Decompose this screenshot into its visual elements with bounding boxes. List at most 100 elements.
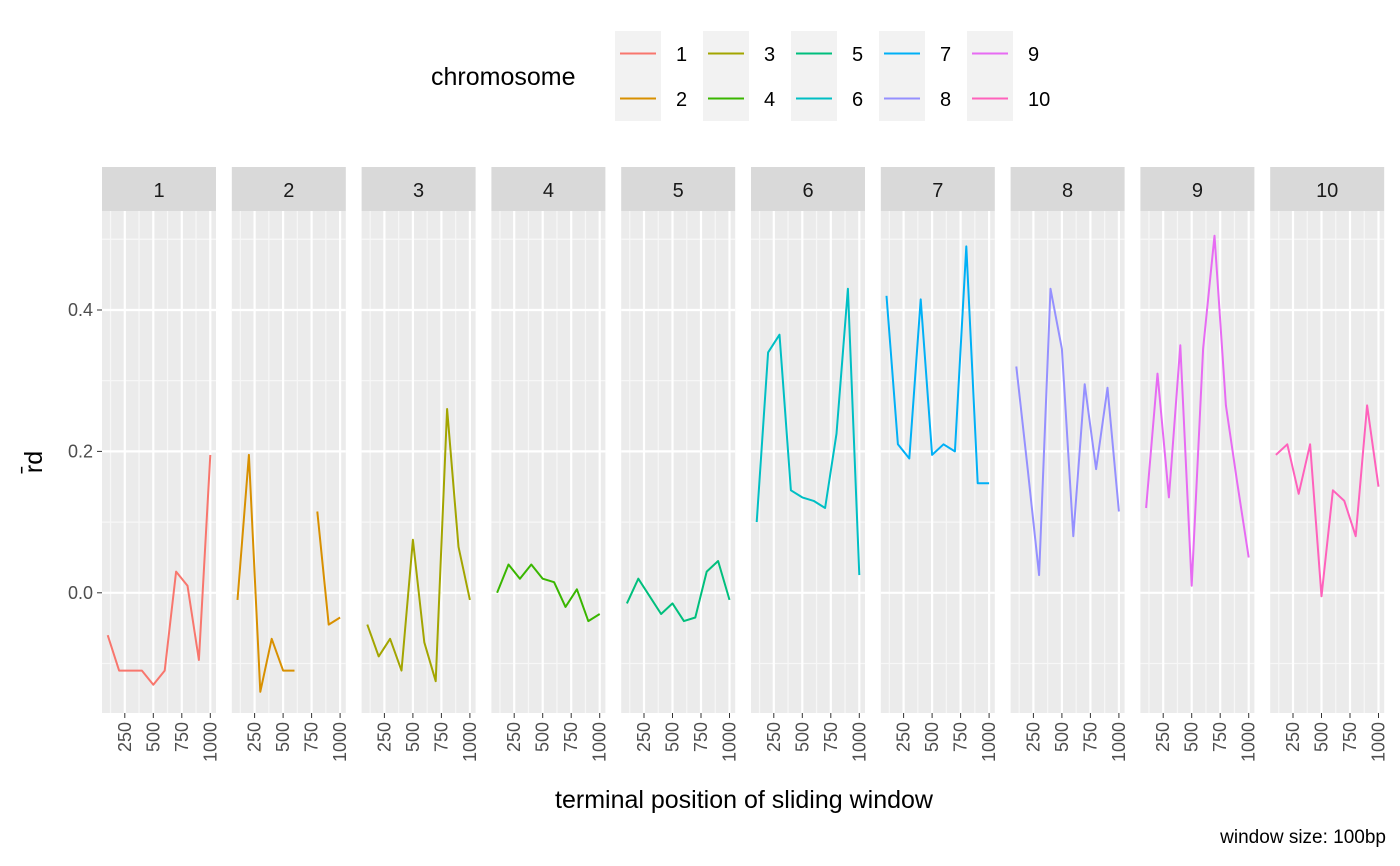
facet-strip — [621, 167, 736, 211]
x-tick-label: 250 — [374, 722, 394, 752]
x-tick-label: 250 — [764, 722, 784, 752]
facet-strip — [361, 167, 476, 211]
legend-title: chromosome — [431, 63, 576, 91]
x-tick-label: 500 — [273, 722, 293, 752]
panel-background — [751, 211, 865, 713]
series-line-7 — [885, 245, 990, 485]
facet-panel-9: 9 250 500 750 1000 — [1140, 167, 1259, 762]
panel-background — [621, 211, 736, 713]
x-tick-label: 1000 — [849, 722, 869, 762]
series-line-2 — [316, 511, 341, 626]
series-line-2 — [236, 453, 295, 693]
facet-strip-label: 7 — [932, 180, 943, 202]
x-tick-label: 750 — [1340, 722, 1360, 752]
panel-background — [1270, 211, 1385, 713]
facet-panel-4: 4 250 500 750 1000 — [491, 167, 610, 762]
facet-strip-label: 2 — [283, 180, 294, 202]
facet-panel-2: 2 250 500 750 1000 — [231, 167, 350, 762]
x-tick-label: 1000 — [330, 722, 350, 762]
series-line-1 — [106, 454, 212, 686]
y-tick-label: 0.2 — [68, 441, 93, 461]
x-tick-label: 250 — [1023, 722, 1043, 752]
facet-strip — [491, 167, 606, 211]
x-tick-label: 1000 — [1239, 722, 1259, 762]
legend-label: 9 — [1028, 44, 1039, 66]
y-tick-label: 0.4 — [68, 300, 93, 320]
x-axis-title: terminal position of sliding window — [555, 786, 934, 814]
series-line-4 — [496, 563, 601, 623]
panel-background — [361, 211, 476, 713]
facet-panel-3: 3 250 500 750 1000 — [361, 167, 480, 762]
legend-label: 4 — [764, 89, 775, 111]
x-tick-label: 500 — [143, 722, 163, 752]
x-tick-label: 500 — [1182, 722, 1202, 752]
facet-panel-5: 5 250 500 750 1000 — [621, 167, 740, 762]
legend-label: 1 — [676, 44, 687, 66]
facet-strip-label: 3 — [413, 180, 424, 202]
y-tick-label: 0.0 — [68, 583, 93, 603]
x-tick-label: 250 — [894, 722, 914, 752]
series-line-5 — [625, 560, 731, 623]
x-tick-label: 1000 — [460, 722, 480, 762]
x-tick-label: 500 — [1052, 722, 1072, 752]
facet-strip-label: 1 — [153, 180, 164, 202]
x-tick-label: 750 — [561, 722, 581, 752]
y-axis-title: r̄d — [20, 451, 48, 474]
x-tick-label: 750 — [1210, 722, 1230, 752]
x-tick-label: 750 — [302, 722, 322, 752]
facet-strip — [102, 167, 216, 211]
x-tick-label: 250 — [245, 722, 265, 752]
series-line-9 — [1145, 234, 1250, 587]
x-tick-label: 500 — [403, 722, 423, 752]
series-line-10 — [1275, 404, 1380, 598]
legend-label: 7 — [940, 44, 951, 66]
facet-strip-label: 4 — [543, 180, 554, 202]
facet-strip-label: 9 — [1192, 180, 1203, 202]
facet-strip — [1140, 167, 1255, 211]
facet-panel-8: 8 250 500 750 1000 — [1010, 167, 1129, 762]
facet-panel-6: 6 250 500 750 1000 — [751, 167, 869, 762]
facet-strip — [231, 167, 346, 211]
legend-label: 10 — [1028, 89, 1050, 111]
panel-background — [880, 211, 995, 713]
x-tick-label: 750 — [821, 722, 841, 752]
panel-background — [491, 211, 606, 713]
series-line-6 — [755, 287, 861, 576]
x-tick-label: 1000 — [720, 722, 740, 762]
x-tick-label: 250 — [1153, 722, 1173, 752]
facet-strip-label: 8 — [1062, 180, 1073, 202]
x-tick-label: 250 — [115, 722, 135, 752]
x-tick-label: 250 — [1283, 722, 1303, 752]
panel-background — [231, 211, 346, 713]
x-tick-label: 500 — [1312, 722, 1332, 752]
x-tick-label: 1000 — [1369, 722, 1389, 762]
x-tick-label: 750 — [172, 722, 192, 752]
caption: window size: 100bp — [1220, 827, 1386, 848]
facet-strip — [880, 167, 995, 211]
x-tick-label: 250 — [634, 722, 654, 752]
facet-strip-label: 5 — [673, 180, 684, 202]
panel-background — [1010, 211, 1125, 713]
series-line-8 — [1015, 287, 1120, 577]
x-tick-label: 750 — [1080, 722, 1100, 752]
series-line-3 — [366, 408, 471, 683]
legend-label: 6 — [852, 89, 863, 111]
x-tick-label: 500 — [533, 722, 553, 752]
facet-strip — [1270, 167, 1385, 211]
x-tick-label: 500 — [922, 722, 942, 752]
x-tick-label: 750 — [431, 722, 451, 752]
legend-label: 3 — [764, 44, 775, 66]
facet-strip — [751, 167, 865, 211]
legend: chromosome 1 2 3 4 5 6 7 8 9 10 — [431, 31, 1050, 121]
legend-label: 2 — [676, 89, 687, 111]
x-tick-label: 750 — [951, 722, 971, 752]
facet-strip-label: 10 — [1316, 180, 1338, 202]
x-tick-label: 750 — [691, 722, 711, 752]
panel-background — [102, 211, 216, 713]
facet-strip-label: 6 — [802, 180, 813, 202]
x-tick-label: 1000 — [200, 722, 220, 762]
x-tick-label: 1000 — [979, 722, 999, 762]
facet-panel-1: 1 250 500 750 1000 — [102, 167, 220, 762]
facet-panel-7: 7 250 500 750 1000 — [880, 167, 999, 762]
